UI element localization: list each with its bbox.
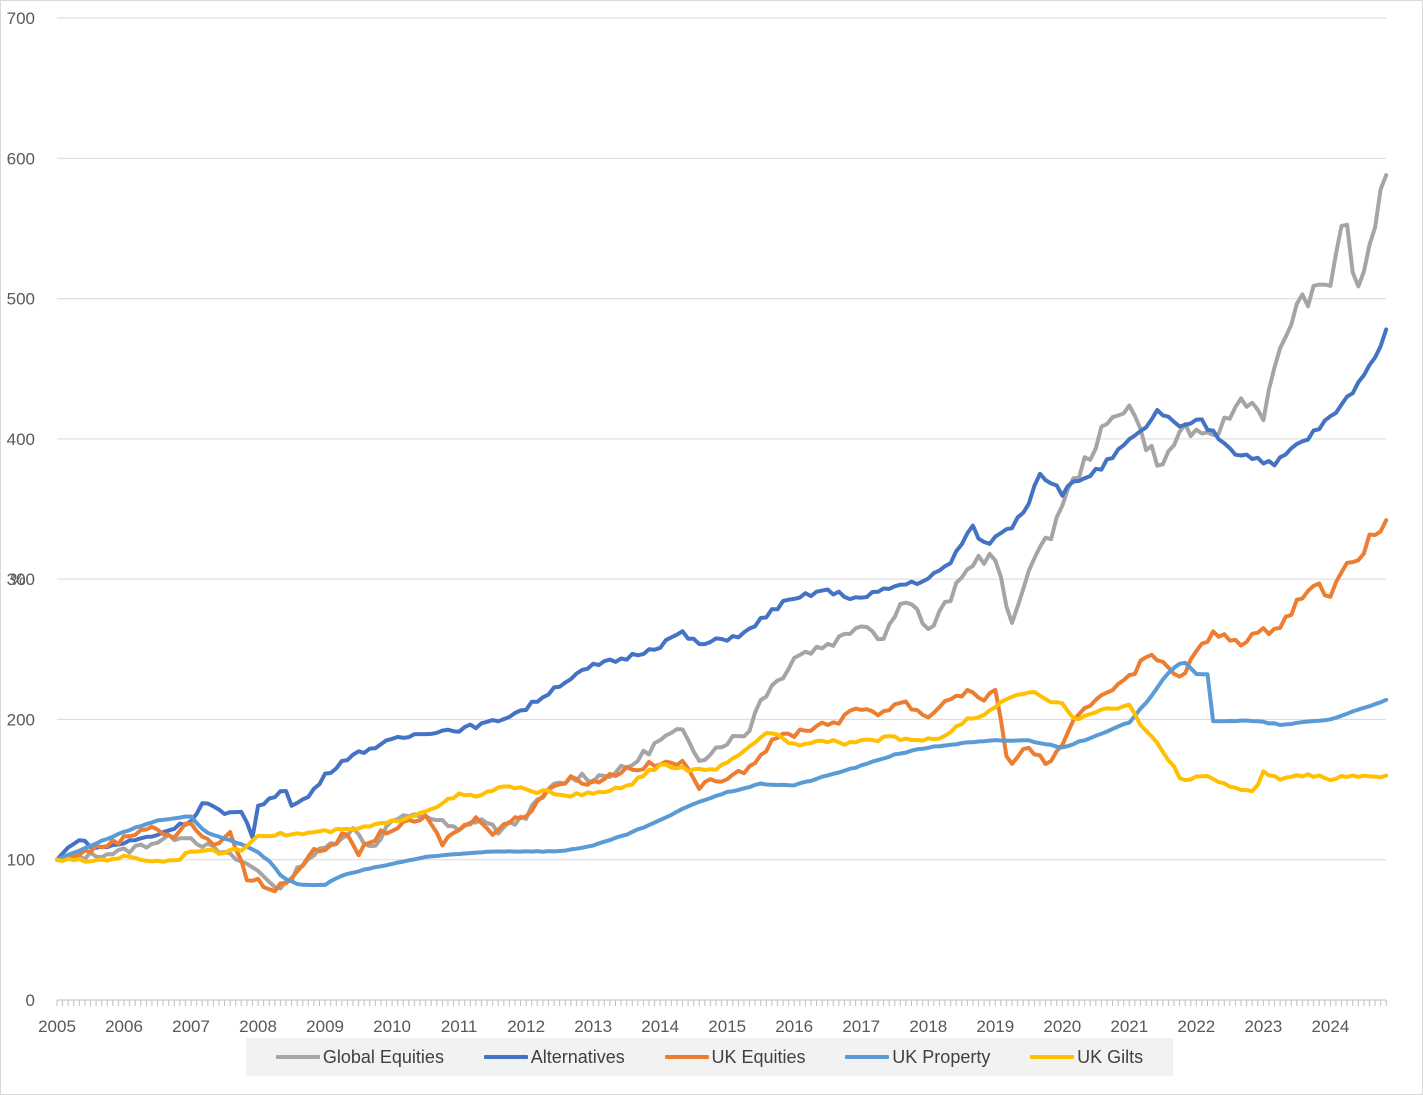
y-tick-label: 200: [7, 710, 35, 729]
legend-item: UK Property: [845, 1047, 990, 1068]
x-tick-label: 2011: [441, 1017, 478, 1036]
x-tick-label: 2010: [373, 1017, 411, 1036]
x-tick-label: 2017: [842, 1017, 880, 1036]
x-tick-label: 2006: [105, 1017, 143, 1036]
x-tick-label: 2007: [172, 1017, 210, 1036]
x-tick-label: 2015: [708, 1017, 746, 1036]
x-tick-label: 2019: [976, 1017, 1014, 1036]
x-tick-label: 2023: [1244, 1017, 1282, 1036]
legend: Global Equities Alternatives UK Equities UK…: [246, 1038, 1173, 1076]
y-axis-label: %: [10, 570, 25, 589]
x-tick-label: 2009: [306, 1017, 344, 1036]
x-tick-label: 2020: [1043, 1017, 1081, 1036]
y-tick-label: 100: [7, 851, 35, 870]
series-line-uk-property: [55, 660, 1389, 888]
axes: 0 100 200 300 400 500 600 700 2005 2006 2007 2008 20…: [7, 9, 1387, 1036]
legend-item: Global Equities: [275, 1046, 444, 1068]
y-tick-label: 600: [7, 149, 35, 168]
series-line-alternatives: [55, 327, 1389, 862]
legend-swatch: [275, 1055, 320, 1059]
y-tick-label: 700: [7, 9, 35, 28]
x-tick-label: 2013: [574, 1017, 612, 1036]
legend-label: Global Equities: [322, 1046, 444, 1067]
gridlines: [57, 17, 1386, 861]
series-line-uk-gilts: [55, 690, 1389, 864]
x-tick-label: 2012: [507, 1017, 545, 1036]
legend-swatch: [483, 1055, 528, 1059]
x-tick-label: 2022: [1177, 1017, 1215, 1036]
y-tick-label: 300: [7, 570, 35, 589]
legend-swatch: [664, 1055, 709, 1059]
legend-item: UK Gilts: [1030, 1047, 1143, 1068]
x-tick-label: 2016: [775, 1017, 813, 1036]
legend-label: Alternatives: [530, 1046, 625, 1067]
legend-label: UK Equities: [711, 1046, 806, 1067]
legend-swatch: [845, 1055, 890, 1059]
legend-label: UK Gilts: [1077, 1046, 1144, 1067]
legend-item: Alternatives: [483, 1046, 625, 1068]
legend-swatch: [1030, 1055, 1075, 1059]
x-tick-label: 2005: [38, 1017, 76, 1036]
x-tick-label: 2018: [909, 1017, 947, 1036]
series-lines: [55, 173, 1389, 894]
series-line-uk-equities: [55, 518, 1389, 894]
y-tick-label: 0: [26, 991, 35, 1010]
legend-item: UK Equities: [664, 1046, 806, 1068]
legend-label: UK Property: [892, 1046, 991, 1067]
x-tick-label: 2021: [1110, 1017, 1148, 1036]
y-tick-label: 500: [7, 290, 35, 309]
x-tick-label: 2024: [1311, 1017, 1349, 1036]
y-tick-label: 400: [7, 430, 35, 449]
x-tick-label: 2008: [239, 1017, 277, 1036]
x-tick-label: 2014: [641, 1017, 679, 1036]
